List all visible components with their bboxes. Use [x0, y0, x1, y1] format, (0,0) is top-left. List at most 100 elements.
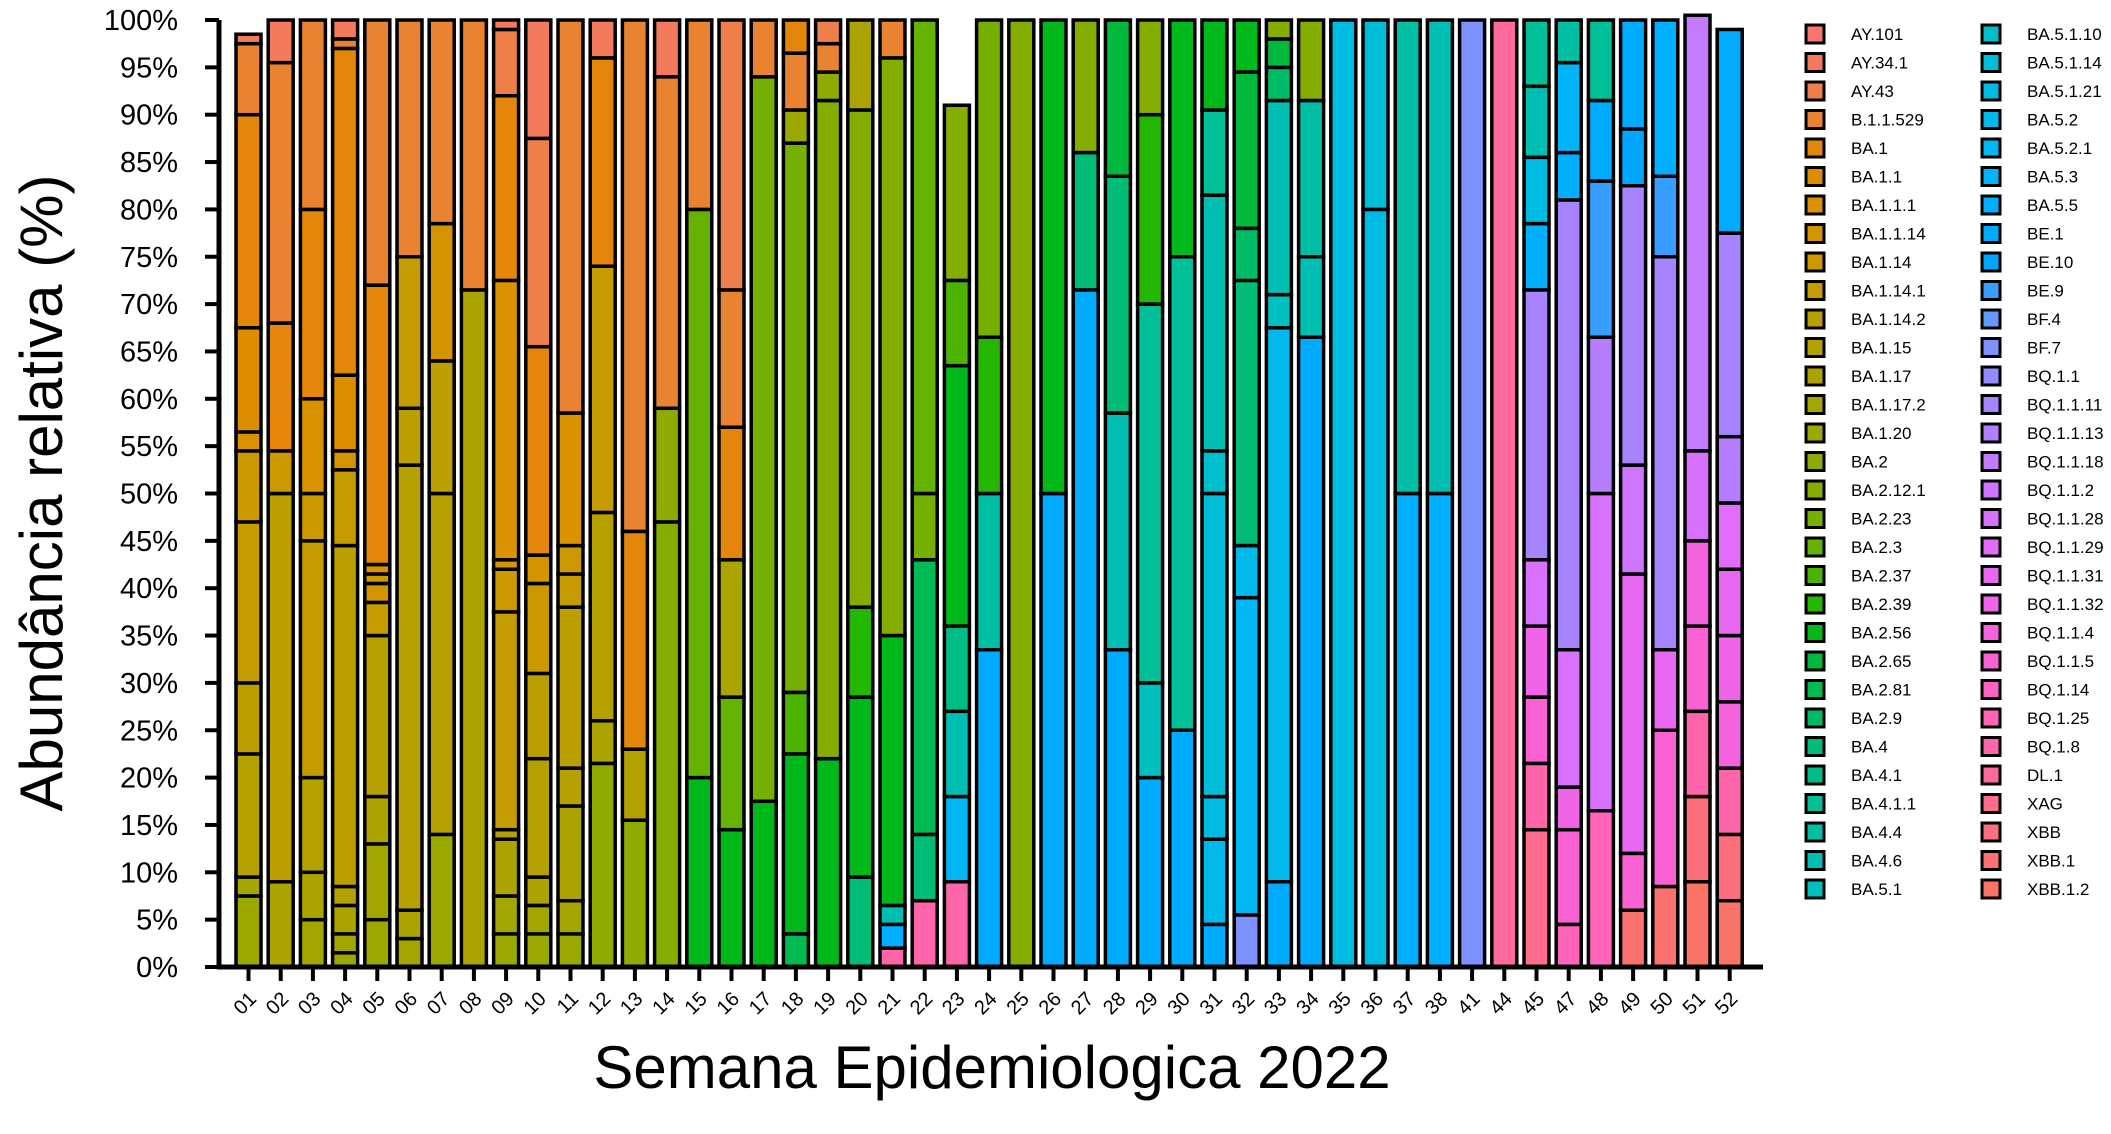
legend-swatch [1804, 166, 1826, 187]
x-tick-label: 03 [294, 988, 325, 1019]
bar-segment-BA.2.56 [1168, 18, 1197, 259]
bar-segment-BA.1.1.14 [330, 449, 360, 472]
x-tick-label: 48 [1582, 988, 1613, 1019]
legend-item: BA.5.1.10 [1980, 23, 2102, 45]
bar-segment-B.1.1.529 [813, 41, 843, 74]
bar-segment-BA.1.15 [234, 752, 263, 879]
bar-segment-BA.1.14 [234, 449, 263, 524]
legend-swatch [1804, 23, 1826, 45]
bar-segment-BA.4.6 [1200, 193, 1229, 453]
legend-item: XBB.1.2 [1980, 878, 2089, 900]
bar-segment-BA.1.17.2 [556, 898, 585, 936]
legend-item: BA.2.37 [1804, 565, 1912, 586]
bar-week-52 [1715, 27, 1744, 969]
bar-segment-BA.2.12.1 [878, 56, 907, 638]
legend-item: BA.2.81 [1804, 679, 1912, 700]
legend-swatch [1804, 850, 1826, 871]
bar-week-03 [298, 18, 328, 969]
bar-segment-BA.2.23 [910, 491, 939, 562]
legend-swatch [1980, 650, 2002, 672]
y-tick-label: 25% [120, 715, 178, 747]
y-tick-label: 80% [120, 194, 178, 226]
legend-label: XBB [2027, 823, 2061, 842]
bar-segment-BA.2.12.1 [652, 520, 682, 969]
bar-segment-BA.1.20 [427, 832, 456, 969]
legend-label: BA.1.1.1 [1851, 196, 1916, 215]
y-tick-label: 45% [120, 526, 178, 558]
bar-segment-BQ.1.1.13 [1586, 335, 1616, 496]
x-tick-label: 14 [648, 988, 679, 1019]
bar-segment-BQ.1.1.11 [1651, 255, 1680, 652]
legend-item: BA.1.17 [1804, 365, 1912, 387]
bar-segment-BA.5.1.14 [1200, 491, 1229, 799]
bar-segment-BA.2.3 [910, 18, 939, 496]
legend-swatch [1980, 223, 2002, 244]
y-tick-label: 90% [120, 100, 178, 132]
legend-label: BQ.1.1.13 [2027, 424, 2104, 443]
legend-item: BA.4.4 [1804, 821, 1902, 843]
legend-label: BA.1.1 [1851, 168, 1902, 187]
legend-label: BA.1.14.1 [1851, 282, 1926, 301]
bar-week-34 [1296, 18, 1326, 969]
bar-week-20 [846, 18, 875, 969]
bar-segment-BF.7 [1457, 18, 1487, 969]
bar-segment-BA.1.17.2 [234, 875, 263, 898]
legend-label: BQ.1.1.32 [2027, 595, 2104, 614]
bar-segment-BA.1 [524, 344, 553, 557]
legend-label: BQ.1.14 [2027, 681, 2089, 700]
y-tick-label: 55% [120, 431, 178, 463]
bar-week-09 [491, 18, 521, 969]
bar-segment-BQ.1.1.5 [1522, 695, 1551, 766]
bar-segment-BA.4 [1103, 174, 1133, 415]
bar-segment-BQ.1.1.28 [1522, 558, 1551, 628]
bar-segment-BA.5.1 [1135, 681, 1165, 780]
bar-week-19 [813, 18, 843, 969]
bar-week-47 [1554, 18, 1583, 969]
legend-label: BA.4.1 [1851, 766, 1902, 785]
bar-week-14 [652, 18, 682, 969]
bar-week-13 [620, 18, 650, 969]
bar-segment-BA.2.3 [685, 207, 714, 780]
legend-swatch [1804, 593, 1826, 615]
legend-swatch [1980, 365, 2002, 387]
bar-segment-BA.5.5 [1393, 491, 1422, 969]
bar-segment-BA.1 [491, 94, 521, 283]
x-tick-label: 33 [1260, 988, 1291, 1019]
legend-label: DL.1 [2027, 766, 2063, 785]
bar-segment-AY.34.1 [524, 18, 553, 141]
legend-label: B.1.1.529 [1851, 111, 1924, 130]
bar-segment-BQ.1.1.11 [1522, 288, 1551, 562]
legend-label: BA.1.1.14 [1851, 225, 1926, 244]
bar-week-23 [942, 103, 972, 969]
bar-segment-BQ.1.1.32 [1522, 624, 1551, 699]
bar-segment-BQ.1.1.31 [1715, 567, 1744, 638]
bar-segment-BA.1.14 [266, 449, 295, 496]
bar-week-33 [1264, 18, 1294, 969]
bar-segment-BE.1 [1586, 98, 1616, 183]
bar-week-48 [1586, 18, 1616, 969]
legend-swatch [1804, 650, 1826, 672]
bar-segment-BF.7 [1232, 913, 1261, 969]
bar-segment-BA.5.5 [878, 922, 907, 950]
bar-segment-BE.9 [1586, 179, 1616, 339]
bar-segment-BA.1.1.14 [363, 581, 392, 605]
legend-label: BA.5.1 [1851, 880, 1902, 899]
bar-segment-BQ.1.1.29 [1715, 501, 1744, 572]
x-tick-label: 22 [906, 988, 937, 1019]
x-tick-label: 07 [423, 988, 454, 1019]
bar-segment-AY.34.1 [266, 18, 295, 65]
bar-segment-BA.1.14.1 [556, 572, 585, 609]
legend-item: BA.2.39 [1804, 593, 1912, 615]
bar-segment-BA.5.5 [1651, 18, 1680, 179]
bar-segment-XBB.1 [1651, 884, 1680, 969]
bar-segment-BQ.1.1.11 [1554, 198, 1583, 652]
legend-swatch [1980, 451, 2002, 472]
x-tick-label: 41 [1453, 988, 1484, 1019]
bar-segment-BA.2.56 [878, 633, 907, 908]
legend-swatch [1980, 850, 2002, 871]
y-tick-label: 20% [120, 763, 178, 795]
x-tick-label: 11 [553, 988, 583, 1018]
y-tick-label: 35% [120, 621, 178, 653]
legend-label: BQ.1.1.29 [2027, 538, 2104, 557]
